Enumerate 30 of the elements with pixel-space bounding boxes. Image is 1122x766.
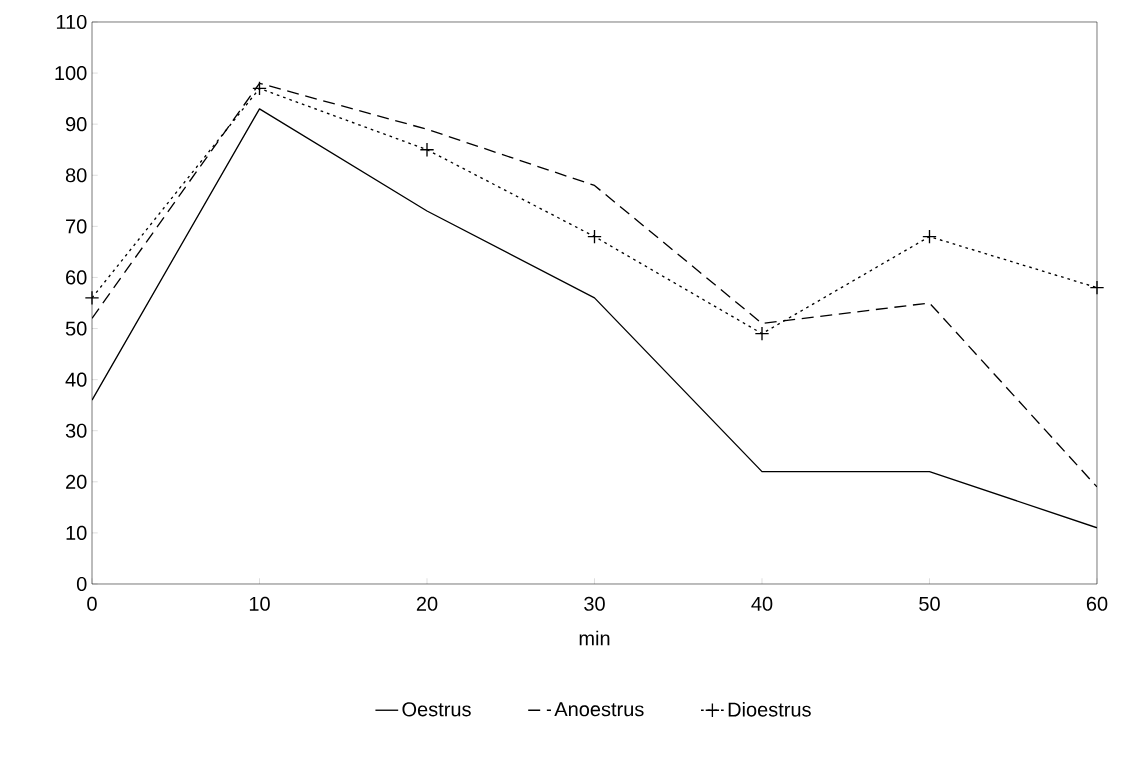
y-tick-label: 100 bbox=[55, 65, 87, 81]
legend-label: Anoestrus bbox=[554, 702, 644, 717]
y-tick-label: 30 bbox=[65, 423, 87, 438]
legend-label: Dioestrus bbox=[728, 701, 811, 717]
y-tick-label: 20 bbox=[66, 474, 87, 489]
point bbox=[419, 142, 435, 158]
x-tick-label: 0 bbox=[87, 596, 97, 611]
x-tick-label: 50 bbox=[919, 596, 940, 611]
x-tick-label: 40 bbox=[751, 596, 773, 611]
point bbox=[252, 81, 267, 96]
point bbox=[754, 326, 770, 341]
x-tick-label: 30 bbox=[584, 596, 605, 611]
y-tick-label: 0 bbox=[76, 576, 87, 592]
x-tick-label: 60 bbox=[1086, 596, 1108, 611]
y-tick-label: 10 bbox=[66, 525, 87, 540]
point bbox=[922, 229, 937, 244]
y-tick-label: 90 bbox=[65, 117, 87, 132]
point bbox=[587, 229, 602, 244]
point bbox=[1089, 280, 1105, 295]
legend-label: Oestrus bbox=[402, 702, 471, 717]
y-tick-label: 80 bbox=[65, 168, 87, 183]
y-tick-label: 50 bbox=[65, 321, 87, 336]
point bbox=[84, 290, 100, 306]
y-tick-label: 40 bbox=[65, 372, 87, 387]
y-tick-label: 110 bbox=[56, 14, 87, 30]
x-tick-label: 20 bbox=[416, 596, 438, 611]
x-axis-title: min bbox=[579, 630, 610, 646]
x-tick-label: 10 bbox=[249, 596, 270, 611]
y-tick-label: 60 bbox=[66, 270, 87, 285]
y-tick-label: 70 bbox=[66, 219, 87, 234]
